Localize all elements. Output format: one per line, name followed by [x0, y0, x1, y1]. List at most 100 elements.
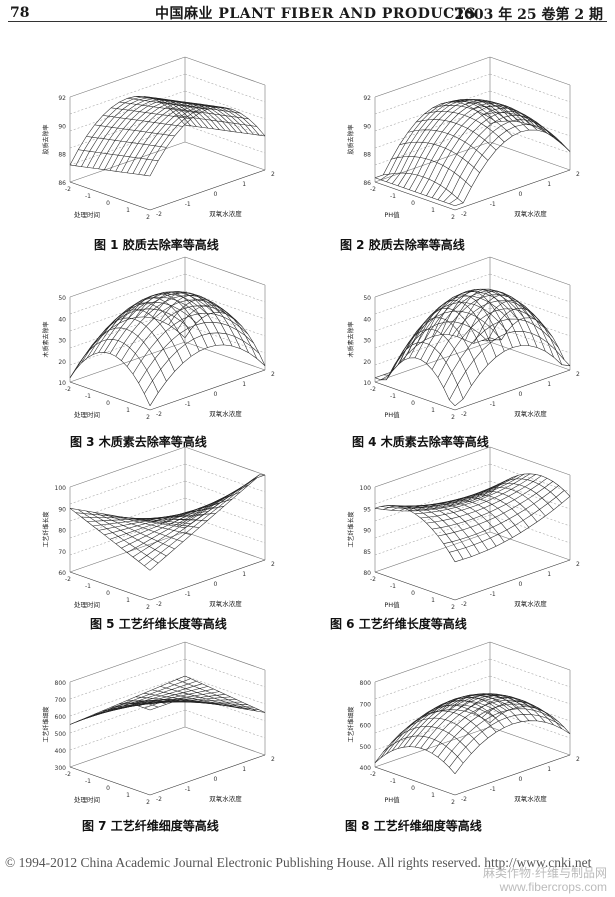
- watermark-line1: 麻类作物·纤维与制品网: [483, 866, 607, 880]
- x-tick-label: 2: [146, 604, 150, 611]
- y-tick-label: -1: [490, 401, 496, 408]
- mesh-line: [403, 474, 519, 509]
- z-tick-label: 85: [363, 549, 371, 556]
- mesh-line: [481, 112, 562, 144]
- mesh-line: [144, 332, 260, 394]
- mesh-line: [407, 129, 489, 161]
- z-tick-label: 500: [360, 744, 372, 751]
- mesh-line: [489, 706, 571, 734]
- mesh-line: [473, 300, 554, 358]
- z-axis-label: 工艺纤维细度: [42, 706, 50, 742]
- figure-6-mesh: [374, 473, 571, 563]
- z-tick-label: 50: [58, 295, 66, 302]
- mesh-line: [449, 714, 565, 768]
- y-tick-label: -1: [490, 786, 496, 793]
- figure-4-mesh: [374, 288, 571, 407]
- mesh-line: [473, 105, 554, 137]
- y-axis-label: 双氧水浓度: [209, 599, 242, 608]
- mesh-line: [168, 107, 249, 120]
- mesh-line: [456, 693, 538, 722]
- mesh-line: [75, 96, 191, 166]
- figure-8-caption: 图 8 工艺纤维细度等高线: [345, 819, 482, 833]
- x-tick-label: -2: [370, 771, 376, 778]
- figure-3-caption: 图 3 木质素去除率等高线: [70, 435, 207, 449]
- mesh-line: [184, 312, 266, 366]
- x-tick-label: 1: [431, 207, 435, 214]
- mesh-line: [448, 99, 530, 131]
- mesh-line: [449, 331, 565, 401]
- figure-4-caption: 图 4 木质素去除率等高线: [352, 435, 489, 449]
- x-axis-label: 处理时间: [74, 600, 100, 609]
- mesh-line: [160, 491, 241, 524]
- mesh-line: [144, 474, 260, 567]
- x-tick-label: -2: [370, 386, 376, 393]
- y-axis-label: 双氧水浓度: [514, 409, 547, 418]
- y-tick-label: 2: [271, 561, 275, 568]
- mesh-line: [449, 490, 565, 553]
- y-tick-label: -2: [461, 796, 467, 803]
- header-rule: [8, 21, 607, 22]
- figure-2: 92 90 88 86 -2 -1 0 1 2 -2 -1 0 1 2 PH值 双氧水浓度 胶质去除率: [305, 56, 605, 230]
- mesh-line: [77, 339, 159, 393]
- z-tick-label: 600: [55, 714, 67, 721]
- z-tick-label: 30: [363, 338, 371, 345]
- z-tick-label: 92: [363, 95, 371, 102]
- mesh-line: [151, 292, 233, 347]
- x-tick-label: 1: [126, 792, 130, 799]
- mesh-line: [135, 291, 216, 346]
- x-tick-label: -2: [65, 576, 71, 583]
- z-tick-label: 700: [360, 701, 372, 708]
- y-axis-label: 双氧水浓度: [514, 794, 547, 803]
- mesh-line: [98, 100, 214, 170]
- mesh-line: [132, 312, 249, 375]
- mesh-line: [473, 483, 554, 510]
- y-tick-label: -1: [490, 591, 496, 598]
- figure-5: 100 90 80 70 60 -2 -1 0 1 2 -2 -1 0 1 2 处理时间 双氧水浓度 工艺纤维长度: [0, 446, 300, 620]
- y-tick-label: 0: [214, 191, 218, 198]
- z-tick-label: 70: [58, 549, 66, 556]
- mesh-line: [481, 478, 563, 504]
- x-tick-label: -1: [390, 583, 396, 590]
- journal-title: 中国麻业 PLANT FIBER AND PRODUCTS: [155, 6, 477, 22]
- mesh-line: [440, 497, 521, 533]
- figure-2-mesh: [374, 99, 571, 207]
- mesh-line: [160, 294, 241, 349]
- mesh-line: [432, 290, 513, 348]
- z-tick-label: 800: [55, 680, 67, 687]
- mesh-line: [69, 96, 186, 166]
- mesh-line: [126, 103, 243, 174]
- x-tick-label: 0: [411, 400, 415, 407]
- mesh-line: [489, 473, 571, 497]
- z-tick-label: 800: [360, 680, 372, 687]
- x-tick-label: 2: [146, 214, 150, 221]
- mesh-line: [448, 288, 530, 346]
- mesh-line: [440, 101, 521, 133]
- z-axis-label: 胶质去除率: [347, 124, 355, 154]
- mesh-line: [144, 699, 260, 711]
- mesh-line: [380, 704, 496, 759]
- x-tick-label: -1: [390, 778, 396, 785]
- y-tick-label: 0: [519, 191, 523, 198]
- y-tick-label: 1: [242, 766, 246, 773]
- x-axis-label: PH值: [384, 210, 400, 219]
- z-tick-label: 700: [55, 697, 67, 704]
- mesh-line: [437, 481, 554, 537]
- x-tick-label: 0: [411, 590, 415, 597]
- mesh-line: [81, 97, 197, 167]
- x-axis-label: PH值: [384, 600, 400, 609]
- mesh-line: [374, 357, 456, 406]
- mesh-line: [473, 697, 554, 726]
- z-axis-label: 工艺纤维长度: [42, 511, 50, 547]
- x-tick-label: -1: [390, 393, 396, 400]
- y-tick-label: 1: [242, 571, 246, 578]
- y-tick-label: 2: [271, 371, 275, 378]
- y-tick-label: -1: [185, 401, 191, 408]
- mesh-line: [184, 675, 266, 713]
- mesh-line: [432, 477, 548, 530]
